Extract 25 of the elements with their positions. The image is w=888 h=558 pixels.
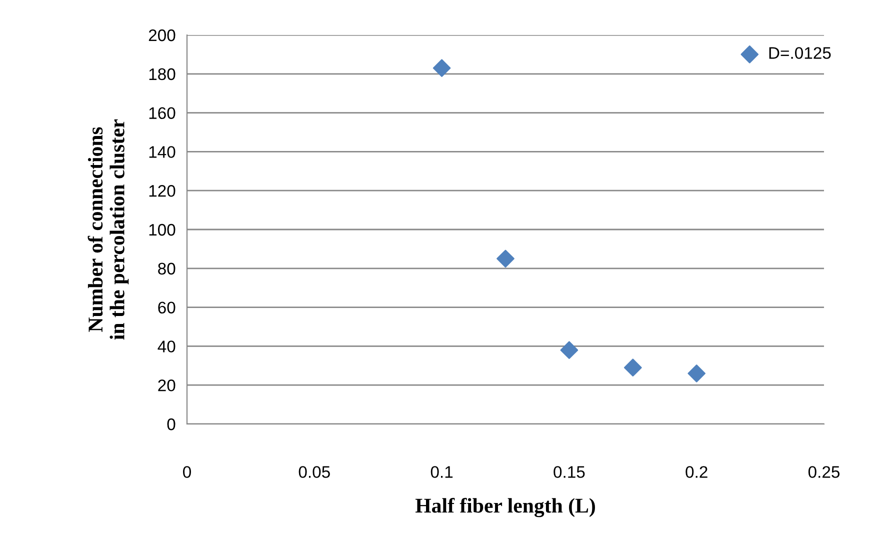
x-tick-label: 0.15 [554, 466, 585, 478]
y-axis-title: Number of connections in the percolation cluster [88, 119, 129, 340]
point [432, 59, 451, 77]
legend-label: D=.0125 [769, 47, 831, 59]
x-tick-label: 0.05 [298, 466, 330, 478]
y-tick-label: 120 [149, 185, 176, 197]
x-axis-title: Half fiber length (L) [415, 498, 595, 518]
y-tick-label: 100 [149, 224, 176, 236]
y-tick-label: 140 [149, 146, 176, 158]
point [496, 250, 514, 268]
y-tick-label: 20 [158, 380, 176, 392]
y-tick-label: 80 [158, 262, 176, 275]
x-tick-label: 0.25 [808, 466, 840, 478]
y-tick-label: 160 [149, 107, 176, 120]
y-tick-label: 180 [149, 68, 176, 80]
y-tick-label: 60 [158, 302, 176, 314]
y-tick-label: 40 [158, 340, 176, 352]
point [688, 364, 706, 382]
y-tick-label: 200 [148, 29, 176, 42]
x-tick-label: 0.1 [430, 466, 453, 478]
point [560, 341, 578, 359]
x-tick-label: 0 [183, 466, 191, 478]
x-tick-label: 0.2 [686, 466, 708, 478]
point [624, 358, 642, 377]
y-tick-label: 0 [167, 418, 176, 430]
